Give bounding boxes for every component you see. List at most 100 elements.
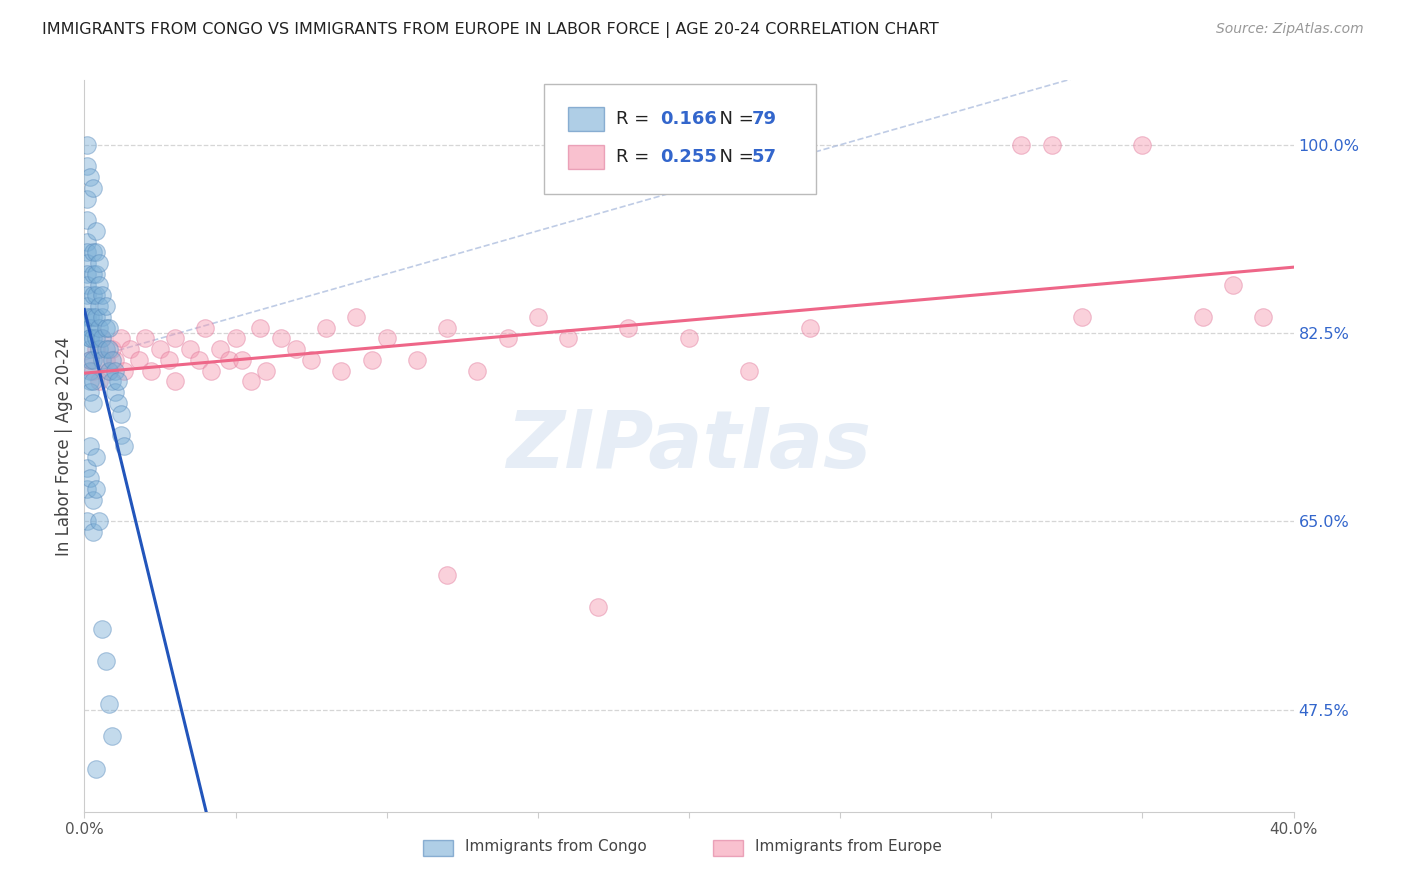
Point [134,331,156,345]
Point [86,267,108,281]
Point [89,342,111,356]
Point [249,320,271,334]
Point [406,353,429,368]
Point [1222,277,1244,292]
Point [225,331,247,345]
Point [94,654,117,668]
Point [110,407,132,421]
Point [209,342,232,356]
Point [110,428,132,442]
Text: R =: R = [616,110,655,128]
FancyBboxPatch shape [713,839,744,855]
Point [91,331,114,345]
Point [79,331,101,345]
Y-axis label: In Labor Force | Age 20-24: In Labor Force | Age 20-24 [55,336,73,556]
Point [86,450,108,464]
Point [82,310,104,324]
Point [104,385,127,400]
Point [527,310,550,324]
Point [330,364,353,378]
Text: N =: N = [709,148,759,166]
Text: Immigrants from Congo: Immigrants from Congo [465,839,647,855]
FancyBboxPatch shape [568,145,605,169]
Point [86,762,108,776]
Point [89,320,111,334]
Point [254,364,277,378]
Point [557,331,579,345]
Point [104,364,127,378]
Point [139,364,162,378]
Point [91,331,114,345]
Point [1040,137,1063,152]
Point [82,364,104,378]
Point [100,375,122,389]
Point [79,320,101,334]
Point [76,159,98,173]
Point [89,256,111,270]
Point [86,331,108,345]
Point [79,320,101,334]
Point [76,310,98,324]
Point [1192,310,1215,324]
Point [436,320,458,334]
Point [94,342,117,356]
Point [360,353,382,368]
Text: Immigrants from Europe: Immigrants from Europe [755,839,942,855]
Point [79,385,101,400]
FancyBboxPatch shape [568,107,605,131]
Point [157,353,180,368]
Point [375,331,398,345]
Text: IMMIGRANTS FROM CONGO VS IMMIGRANTS FROM EUROPE IN LABOR FORCE | AGE 20-24 CORRE: IMMIGRANTS FROM CONGO VS IMMIGRANTS FROM… [42,22,939,38]
Point [346,310,368,324]
Point [91,310,114,324]
Point [1253,310,1275,324]
Point [218,353,240,368]
Point [82,245,104,260]
Point [89,514,111,528]
Point [82,396,104,410]
Point [82,524,104,539]
Point [76,256,98,270]
Point [285,342,308,356]
Point [79,170,101,185]
Point [588,600,610,615]
Text: 0.166: 0.166 [659,110,717,128]
Point [97,320,120,334]
Point [82,331,104,345]
Text: R =: R = [616,148,655,166]
Point [82,375,104,389]
Point [82,267,104,281]
Point [738,364,761,378]
Point [76,267,98,281]
Point [79,471,101,485]
Point [617,320,640,334]
Point [104,353,127,368]
Point [200,364,222,378]
Point [79,331,101,345]
Text: 79: 79 [752,110,778,128]
Point [86,288,108,302]
Point [188,353,211,368]
Point [496,331,519,345]
Point [91,288,114,302]
Point [89,277,111,292]
Point [100,353,122,368]
Point [179,342,201,356]
Point [79,310,101,324]
Point [79,353,101,368]
Point [467,364,489,378]
Text: N =: N = [709,110,759,128]
Point [112,364,135,378]
Point [149,342,172,356]
Point [76,137,98,152]
Point [299,353,322,368]
Point [76,482,98,496]
Point [89,375,111,389]
Point [86,224,108,238]
Point [112,439,135,453]
Text: 0.255: 0.255 [659,148,717,166]
Point [86,342,108,356]
Point [107,396,129,410]
Point [82,492,104,507]
Point [1011,137,1033,152]
